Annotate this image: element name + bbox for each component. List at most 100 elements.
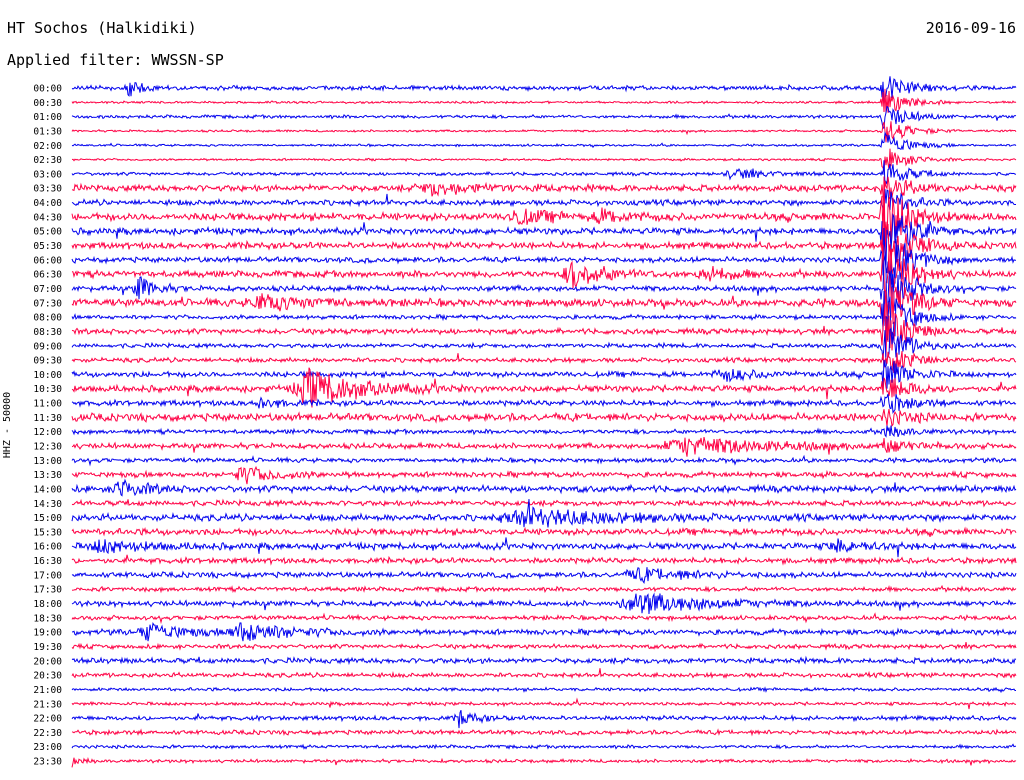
row-time-label: 07:30: [33, 298, 62, 309]
seismic-trace: [71, 148, 1017, 172]
row-time-label: 21:30: [33, 699, 62, 710]
seismic-trace: [71, 367, 1017, 408]
row-time-label: 18:30: [33, 613, 62, 624]
row-time-label: 16:30: [33, 556, 62, 567]
row-time-label: 14:00: [33, 484, 62, 495]
seismic-trace: [71, 131, 1017, 151]
seismic-trace: [71, 409, 1017, 427]
seismic-trace: [71, 303, 1017, 357]
row-time-label: 00:30: [33, 98, 62, 109]
seismic-trace: [71, 612, 1017, 625]
row-time-label: 06:30: [33, 270, 62, 281]
seismic-trace: [72, 621, 1017, 642]
row-time-label: 18:00: [33, 599, 62, 610]
row-time-label: 12:30: [33, 442, 62, 453]
seismic-trace: [71, 478, 1017, 497]
seismic-trace: [71, 176, 1017, 243]
station-title: HT Sochos (Halkidiki): [7, 19, 197, 37]
row-time-label: 20:30: [33, 671, 62, 682]
row-time-label: 15:00: [33, 513, 62, 524]
seismic-trace: [71, 655, 1017, 666]
seismic-trace: [71, 710, 1017, 729]
row-time-label: 05:00: [33, 227, 62, 238]
seismic-trace: [71, 360, 1017, 389]
row-time-label: 01:30: [33, 126, 62, 137]
row-time-label: 04:00: [33, 198, 62, 209]
seismic-trace: [71, 189, 1016, 212]
seismic-trace: [71, 207, 1017, 265]
seismic-trace: [71, 465, 1017, 485]
row-time-label: 22:00: [33, 714, 62, 725]
row-time-label: 19:30: [33, 642, 62, 653]
row-time-label: 09:30: [33, 356, 62, 367]
seismic-trace: [71, 686, 1016, 694]
seismic-trace: [71, 393, 1017, 415]
seismic-trace: [71, 642, 1017, 651]
seismic-trace: [71, 436, 1017, 457]
row-time-label: 00:00: [33, 84, 62, 95]
seismic-trace: [71, 88, 1017, 114]
seismic-trace: [71, 697, 1017, 710]
seismic-trace: [71, 756, 1017, 768]
row-time-label: 02:00: [33, 141, 62, 152]
row-time-label: 13:30: [33, 470, 62, 481]
seismic-trace: [71, 286, 1017, 327]
seismic-trace: [71, 498, 1017, 508]
row-time-label: 23:00: [33, 742, 62, 753]
seismic-trace: [71, 160, 1017, 186]
row-time-label: 20:00: [33, 656, 62, 667]
seismic-trace: [71, 244, 1017, 314]
row-time-label: 03:30: [33, 184, 62, 195]
row-time-label: 01:00: [33, 112, 62, 123]
row-time-label: 10:00: [33, 370, 62, 381]
row-time-label: 17:30: [33, 585, 62, 596]
row-time-label: 19:00: [33, 628, 62, 639]
row-time-label: 10:30: [33, 384, 62, 395]
seismic-trace: [71, 584, 1017, 594]
seismic-trace: [71, 76, 1017, 104]
row-time-label: 12:00: [33, 427, 62, 438]
row-time-label: 08:30: [33, 327, 62, 338]
seismic-trace: [71, 327, 1017, 367]
seismic-trace: [71, 554, 1017, 566]
row-time-label: 03:00: [33, 169, 62, 180]
seismic-trace: [71, 567, 1017, 584]
seismic-trace: [71, 743, 1016, 750]
seismic-trace: [71, 351, 1017, 374]
seismic-trace: [71, 254, 1017, 320]
seismic-trace: [71, 499, 1017, 528]
applied-filter: Applied filter: WWSSN-SP: [7, 51, 224, 69]
seismic-trace: [71, 592, 1017, 615]
row-time-label: 23:30: [33, 757, 62, 768]
row-time-label: 21:00: [33, 685, 62, 696]
row-time-label: 16:00: [33, 542, 62, 553]
row-time-label: 14:30: [33, 499, 62, 510]
row-time-label: 05:30: [33, 241, 62, 252]
seismic-trace: [71, 668, 1017, 680]
row-time-label: 08:00: [33, 313, 62, 324]
row-time-label: 15:30: [33, 527, 62, 538]
seismic-trace: [71, 213, 1017, 266]
seismic-trace: [71, 526, 1017, 538]
row-time-label: 17:00: [33, 570, 62, 581]
seismic-trace: [71, 227, 1017, 285]
row-time-label: 13:00: [33, 456, 62, 467]
record-date: 2016-09-16: [925, 19, 1016, 37]
seismic-trace: [71, 176, 1017, 203]
row-time-label: 04:30: [33, 212, 62, 223]
row-time-label: 02:30: [33, 155, 62, 166]
seismic-trace: [71, 121, 1017, 143]
row-time-label: 09:00: [33, 341, 62, 352]
seismic-trace: [71, 454, 1017, 467]
row-time-label: 07:00: [33, 284, 62, 295]
row-time-label: 11:30: [33, 413, 62, 424]
row-time-label: 22:30: [33, 728, 62, 739]
row-time-label: 06:00: [33, 255, 62, 266]
row-time-label: 11:00: [33, 399, 62, 410]
seismic-trace: [71, 728, 1017, 737]
seismic-trace: [71, 537, 1017, 558]
seismic-trace: [71, 290, 1017, 341]
seismic-trace: [71, 425, 1017, 438]
seismic-trace: [71, 105, 1017, 129]
